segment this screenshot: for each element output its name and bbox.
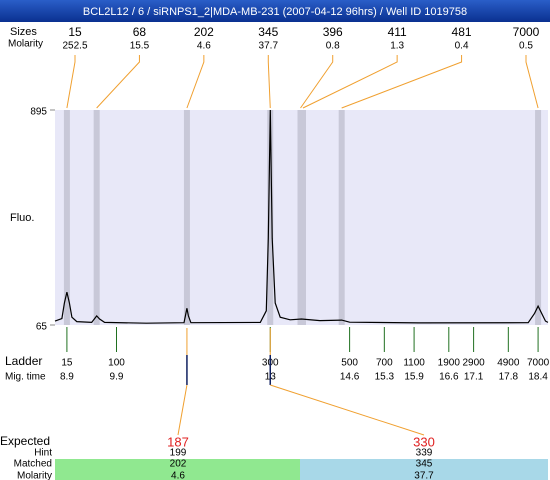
sizes-label: Sizes <box>10 26 37 38</box>
peak-size: 411 <box>388 25 407 39</box>
peak-size: 345 <box>258 25 278 39</box>
molarity-label: Molarity <box>8 39 43 50</box>
title-bar <box>0 0 550 22</box>
mig-time-label: Mig. time <box>5 372 46 383</box>
peak-molarity: 4.6 <box>197 41 211 52</box>
peak-band <box>338 110 345 325</box>
y-tick-label: 895 <box>30 107 47 118</box>
peak-band <box>267 110 274 325</box>
molarity-value: 4.6 <box>171 471 185 480</box>
peak-band <box>299 110 306 325</box>
ladder-size: 700 <box>376 358 393 369</box>
ladder-size: 1100 <box>403 358 425 369</box>
peak-leader <box>525 55 539 109</box>
peak-size: 68 <box>133 25 147 39</box>
expected-value: 187 <box>167 434 189 449</box>
peak-size: 481 <box>452 25 472 39</box>
matched-band-1 <box>55 459 300 480</box>
matched-value: 345 <box>416 459 433 470</box>
ladder-time: 14.6 <box>340 372 360 383</box>
ladder-size: 4900 <box>497 358 520 369</box>
peak-molarity: 0.5 <box>519 41 533 52</box>
ladder-time: 9.9 <box>110 372 124 383</box>
peak-molarity: 0.4 <box>455 41 469 52</box>
molarity-value: 37.7 <box>414 471 434 480</box>
peak-molarity: 37.7 <box>259 41 279 52</box>
molarity-row-label: Molarity <box>17 471 52 480</box>
ladder-time: 16.6 <box>439 372 459 383</box>
peak-leader <box>186 55 205 109</box>
ladder-time: 18.4 <box>528 372 548 383</box>
expected-leader <box>270 384 425 436</box>
peak-leader <box>300 55 334 109</box>
ladder-size: 100 <box>108 358 125 369</box>
y-axis-label: Fluo. <box>10 212 34 224</box>
matched-value: 202 <box>170 459 187 470</box>
y-tick-label: 65 <box>36 322 48 333</box>
ladder-time: 17.1 <box>464 372 484 383</box>
expected-label: Expected <box>0 434 50 448</box>
peak-leader <box>341 55 463 109</box>
ladder-time: 15.9 <box>404 372 424 383</box>
expected-value: 330 <box>413 434 435 449</box>
peak-size: 202 <box>194 25 214 39</box>
matched-band-2 <box>300 459 548 480</box>
peak-molarity: 15.5 <box>130 41 150 52</box>
matched-label: Matched <box>14 459 52 470</box>
peak-molarity: 1.3 <box>390 41 404 52</box>
peak-leader <box>66 55 76 109</box>
ladder-time: 17.8 <box>499 372 519 383</box>
peak-band <box>183 110 190 325</box>
peak-size: 15 <box>68 25 82 39</box>
ladder-time: 15.3 <box>375 372 395 383</box>
chart-title: BCL2L12 / 6 / siRNPS1_2|MDA-MB-231 (2007… <box>83 6 467 18</box>
ladder-label: Ladder <box>5 354 42 368</box>
peak-leader <box>302 55 398 109</box>
expected-leader <box>177 384 188 436</box>
ladder-size: 500 <box>341 358 358 369</box>
peak-molarity: 0.8 <box>326 41 340 52</box>
hint-label: Hint <box>34 448 52 459</box>
trace <box>54 109 549 324</box>
peak-leader <box>96 55 140 109</box>
hint-value: 199 <box>170 448 187 459</box>
ladder-time: 8.9 <box>60 372 74 383</box>
peak-band <box>93 110 100 325</box>
ladder-size: 15 <box>61 358 73 369</box>
peak-molarity: 252.5 <box>62 41 87 52</box>
ladder-size: 7000 <box>527 358 550 369</box>
peak-band <box>535 110 542 325</box>
ladder-size: 1900 <box>438 358 461 369</box>
ladder-size: 2900 <box>462 358 485 369</box>
hint-value: 339 <box>416 448 433 459</box>
peak-size: 7000 <box>513 25 540 39</box>
peak-band <box>63 110 70 325</box>
peak-size: 396 <box>323 25 343 39</box>
peak-leader <box>267 55 271 109</box>
